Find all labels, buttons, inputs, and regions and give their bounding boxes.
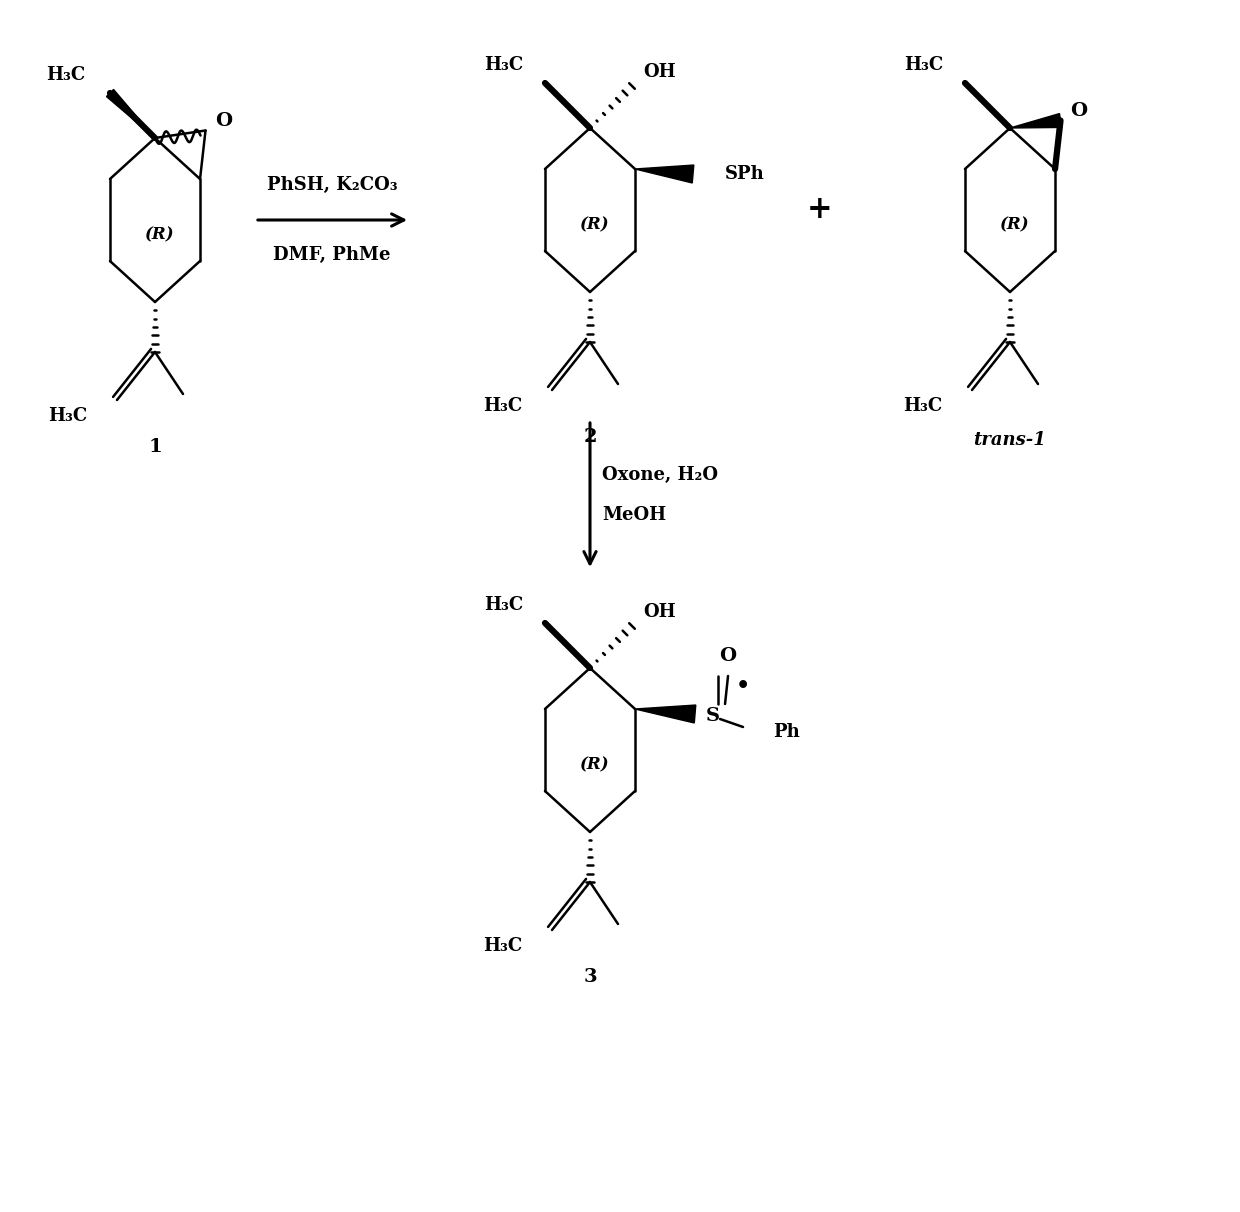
Text: H₃C: H₃C <box>46 65 86 84</box>
Text: MeOH: MeOH <box>601 505 666 524</box>
Text: H₃C: H₃C <box>482 398 522 415</box>
Text: OH: OH <box>644 63 676 81</box>
Text: +: + <box>807 194 833 225</box>
Text: PhSH, K₂CO₃: PhSH, K₂CO₃ <box>267 176 397 194</box>
Polygon shape <box>1011 114 1061 128</box>
Text: trans-1: trans-1 <box>973 431 1047 448</box>
Text: DMF, PhMe: DMF, PhMe <box>273 246 391 264</box>
Text: S: S <box>706 707 720 725</box>
Polygon shape <box>635 165 694 183</box>
Text: H₃C: H₃C <box>904 56 942 74</box>
Text: Ph: Ph <box>773 724 800 741</box>
Text: O: O <box>215 112 232 130</box>
Text: (R): (R) <box>145 227 175 244</box>
Text: O: O <box>719 647 737 665</box>
Text: Oxone, H₂O: Oxone, H₂O <box>601 465 718 484</box>
Text: •: • <box>735 675 750 697</box>
Text: (R): (R) <box>580 756 610 773</box>
Text: 1: 1 <box>148 438 162 456</box>
Text: H₃C: H₃C <box>484 596 523 614</box>
Text: 2: 2 <box>583 428 596 446</box>
Text: 3: 3 <box>583 968 596 987</box>
Text: (R): (R) <box>1001 217 1029 234</box>
Polygon shape <box>635 705 696 724</box>
Text: H₃C: H₃C <box>903 398 942 415</box>
Text: H₃C: H₃C <box>484 56 523 74</box>
Text: SPh: SPh <box>725 165 765 183</box>
Text: O: O <box>1070 102 1087 120</box>
Text: OH: OH <box>644 604 676 621</box>
Text: (R): (R) <box>580 217 610 234</box>
Text: H₃C: H₃C <box>482 937 522 955</box>
Polygon shape <box>107 90 155 138</box>
Text: H₃C: H₃C <box>48 407 87 425</box>
